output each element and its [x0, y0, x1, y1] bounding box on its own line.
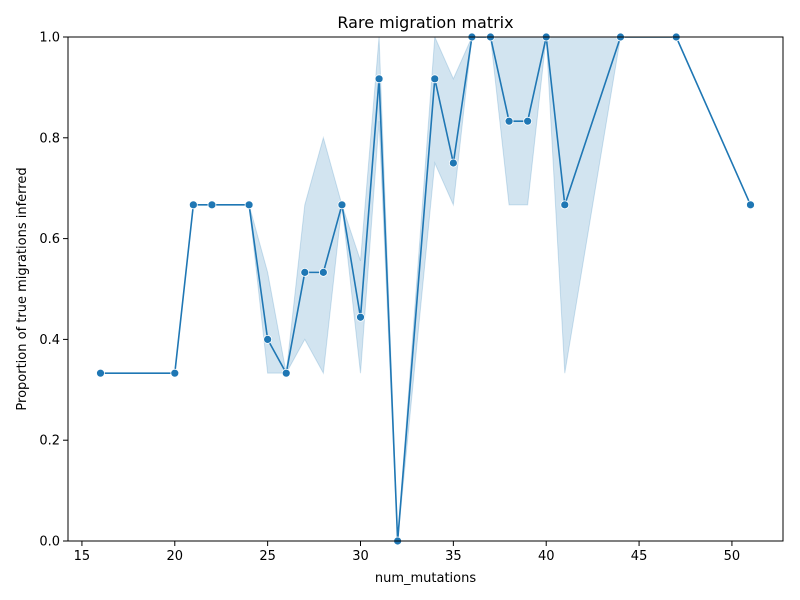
- data-point: [301, 268, 309, 276]
- data-point: [171, 369, 179, 377]
- data-point: [449, 159, 457, 167]
- data-point: [357, 313, 365, 321]
- y-tick-label: 0.8: [39, 131, 60, 146]
- data-point: [319, 268, 327, 276]
- x-tick-label: 50: [724, 549, 741, 564]
- data-point: [189, 201, 197, 209]
- data-point: [245, 201, 253, 209]
- y-tick-label: 1.0: [39, 31, 60, 46]
- y-tick-label: 0.4: [39, 333, 60, 348]
- data-point: [524, 117, 532, 125]
- x-tick-label: 40: [538, 549, 555, 564]
- x-tick-label: 20: [167, 549, 184, 564]
- data-point: [264, 335, 272, 343]
- data-point: [431, 75, 439, 83]
- data-point: [747, 201, 755, 209]
- data-point: [208, 201, 216, 209]
- x-tick-label: 25: [259, 549, 276, 564]
- data-point: [505, 117, 513, 125]
- chart-title: Rare migration matrix: [337, 13, 513, 32]
- x-axis-label: num_mutations: [375, 571, 477, 586]
- y-tick-label: 0.0: [39, 535, 60, 550]
- x-tick-label: 45: [631, 549, 648, 564]
- data-point: [282, 369, 290, 377]
- data-point: [338, 201, 346, 209]
- y-axis-label: Proportion of true migrations inferred: [15, 167, 30, 410]
- data-point: [375, 75, 383, 83]
- x-tick-label: 15: [74, 549, 91, 564]
- data-point: [561, 201, 569, 209]
- y-tick-label: 0.6: [39, 232, 60, 247]
- x-tick-label: 30: [352, 549, 369, 564]
- x-tick-label: 35: [445, 549, 462, 564]
- y-tick-label: 0.2: [39, 434, 60, 449]
- data-point: [97, 369, 105, 377]
